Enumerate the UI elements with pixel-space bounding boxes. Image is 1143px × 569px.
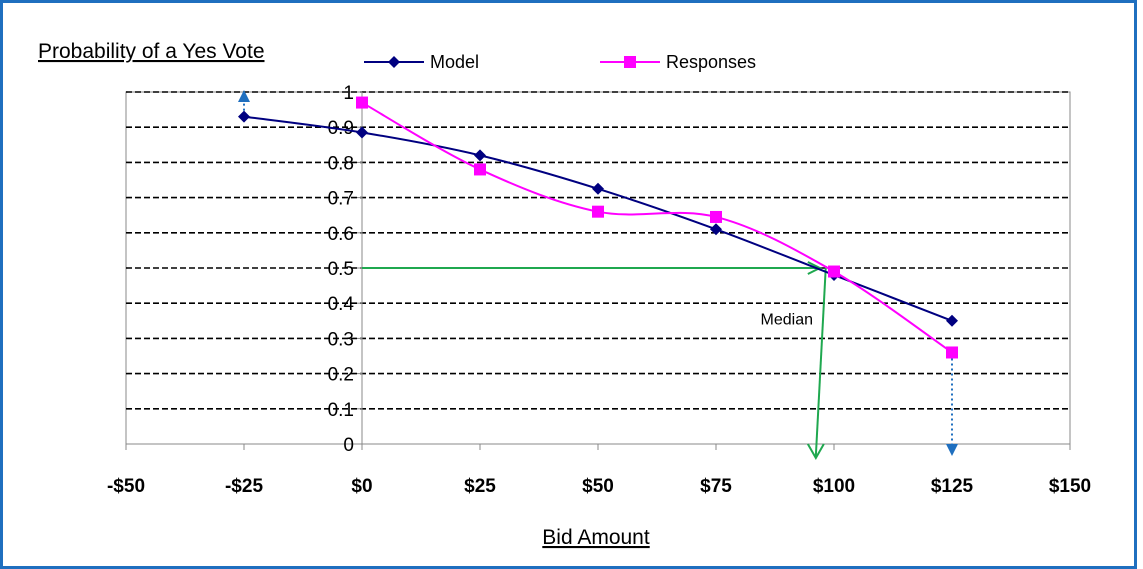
y-tick-label: 0.6 xyxy=(328,224,354,245)
y-tick-label: 0 xyxy=(343,435,354,456)
data-point-responses xyxy=(710,210,722,223)
median-arrowhead-right xyxy=(807,261,823,275)
data-point-model xyxy=(946,314,958,327)
y-tick-label: 0.8 xyxy=(328,153,354,174)
legend-label-responses: Responses xyxy=(666,52,756,72)
x-tick-label: $150 xyxy=(1049,476,1091,497)
y-tick-label: 0.7 xyxy=(328,189,354,210)
x-axis-label: Bid Amount xyxy=(542,526,650,549)
x-tick-label: -$50 xyxy=(107,476,145,497)
data-point-model xyxy=(474,149,486,162)
extension-arrowhead-up xyxy=(238,90,250,102)
median-label: Median xyxy=(761,311,813,328)
series-line-model xyxy=(243,115,953,322)
data-point-model xyxy=(592,182,604,195)
data-point-responses xyxy=(592,205,604,218)
x-tick-label: $25 xyxy=(464,476,496,497)
data-point-responses xyxy=(828,265,840,278)
data-point-responses xyxy=(946,346,958,359)
y-tick-label: 0.4 xyxy=(328,294,355,315)
series-line-responses xyxy=(361,101,953,354)
data-point-model xyxy=(238,110,250,123)
legend-marker-responses xyxy=(624,56,636,68)
x-tick-label: $0 xyxy=(351,476,372,497)
x-tick-label: $100 xyxy=(813,476,855,497)
data-point-model xyxy=(710,223,722,236)
x-tick-label: $125 xyxy=(931,476,974,497)
y-tick-label: 0.2 xyxy=(328,365,354,386)
median-arrow-vertical xyxy=(814,265,827,457)
y-tick-label: 1 xyxy=(343,83,354,104)
data-point-model xyxy=(356,126,368,139)
y-tick-label: 0.3 xyxy=(328,329,354,350)
data-point-responses xyxy=(474,163,486,176)
x-tick-label: -$25 xyxy=(225,476,263,497)
y-tick-label: 0.5 xyxy=(328,259,354,280)
legend-label-model: Model xyxy=(430,52,479,72)
extension-arrowhead-down xyxy=(946,444,958,456)
legend-marker-model xyxy=(388,56,400,68)
data-point-responses xyxy=(356,96,368,109)
x-tick-label: $75 xyxy=(700,476,732,497)
legend: Model Responses xyxy=(364,52,756,72)
y-tick-label: 0.1 xyxy=(328,400,354,421)
plot-area: 00.10.20.30.40.50.60.70.80.91-$50 -$25 $0 $… xyxy=(107,83,1091,497)
chart-title: Probability of a Yes Vote xyxy=(38,40,265,63)
x-tick-label: $50 xyxy=(582,476,614,497)
median-arrowhead-down xyxy=(806,443,825,461)
